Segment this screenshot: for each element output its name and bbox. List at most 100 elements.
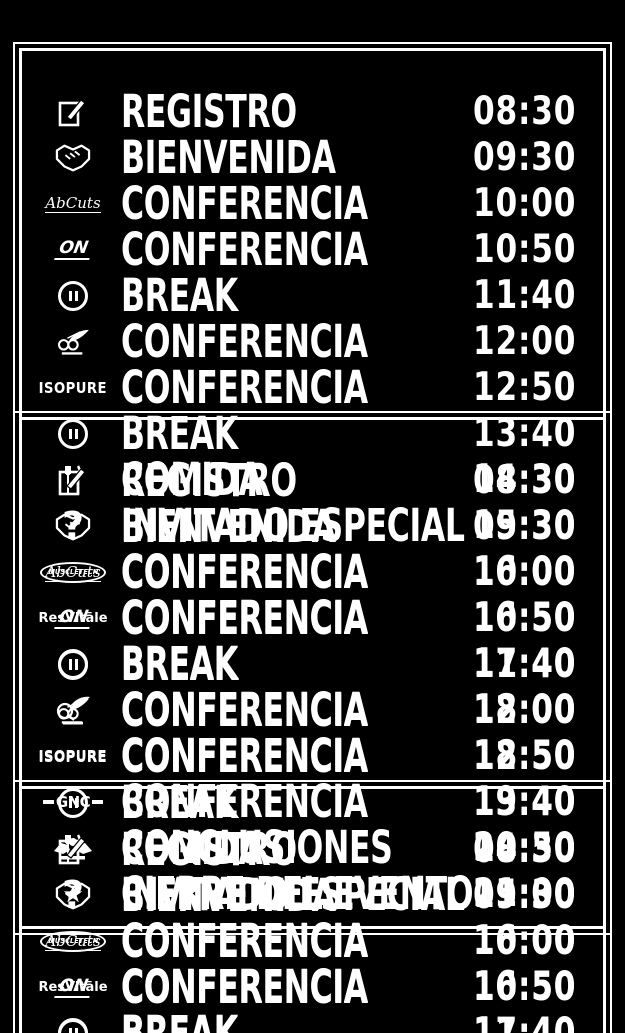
pencil-square-svg (58, 99, 86, 127)
agenda-poster-copy-3: REGISTRO 08:30 BIENVENIDA 09:30 AbCuts CONFER… (13, 780, 612, 1033)
agenda-item-time: 16:00 (473, 918, 577, 963)
agenda-item-label: BIENVENIDA (121, 869, 336, 922)
isopure-wordmark: ISOPURE (38, 747, 108, 766)
agenda-item: COMIDA (121, 826, 323, 872)
pause-circle (58, 650, 88, 680)
agenda-row: BIENVENIDA 09:30 (15, 135, 610, 181)
agenda-item: BIENVENIDA (121, 504, 428, 550)
muscletech-logo-icon: MUSCLETECH (30, 549, 116, 595)
agenda-item: BREAK (121, 273, 288, 319)
agenda-item: COMIDA (121, 457, 323, 503)
agenda-item: CONFERENCIA (121, 319, 474, 365)
agenda-item: CONFERENCIA (121, 687, 474, 733)
agenda-item-time: 18:00 (473, 687, 577, 732)
winged-emblem-svg (57, 698, 89, 724)
agenda-item-label: CONFERENCIA (121, 223, 368, 276)
isopure-logo-icon: ISOPURE (30, 734, 116, 780)
agenda-row: REGISTRO 08:30 (15, 827, 610, 873)
agenda-item-label: INVITADO ESPECIAL (121, 868, 465, 921)
agenda-row: ResVitāle CONFERENCIA 16:50 (15, 595, 610, 641)
agenda-row: ISOPURE CONFERENCIA 12:50 (15, 365, 610, 411)
agenda-item-label: CONFERENCIA (121, 315, 368, 368)
agenda-item: CONFERENCIA (121, 596, 474, 642)
agenda-item-label: COMIDA (121, 453, 263, 506)
agenda-frame (19, 786, 606, 1033)
agenda-row: BREAK 11:40 (15, 273, 610, 319)
abcuts-wordmark: AbCuts (45, 193, 101, 213)
agenda-item-label: BREAK (121, 269, 238, 322)
resvitale-logo-icon: ResVitāle (30, 964, 116, 1010)
pause-circle (58, 788, 88, 818)
muscletech-oval: MUSCLETECH (40, 930, 106, 952)
agenda-row: CONFERENCIA 18:00 (15, 687, 610, 733)
agenda-item-time: 10:50 (473, 596, 577, 641)
agenda-item-time: 16:50 (473, 595, 577, 640)
pause-icon (30, 1011, 116, 1033)
agenda-row: ISOPURE CONFERENCIA 12:50 (15, 734, 610, 780)
agenda-item: CONFERENCIA (121, 595, 474, 641)
agenda-item-label: COMIDA (121, 822, 263, 875)
pencil-square-svg (58, 468, 86, 496)
agenda-item-label: CONFERENCIA (121, 591, 368, 644)
muscletech-wordmark: MUSCLETECH (48, 567, 98, 576)
pause-circle (58, 1019, 88, 1033)
agenda-item-time: 08:30 (473, 827, 577, 872)
pause-icon (30, 273, 116, 319)
agenda-item-time: 15:30 (473, 872, 577, 917)
agenda-item-label: REGISTRO (121, 85, 297, 138)
resvitale-wordmark: ResVitāle (38, 610, 108, 626)
agenda-item-label: REGISTRO (121, 454, 297, 507)
on-wordmark: ON (53, 607, 93, 629)
agenda-row: ? INVITADO ESPECIAL 15:30 (15, 503, 610, 549)
agenda-item-label: CONFERENCIA (121, 683, 368, 736)
agenda-item-time: 08:30 (473, 89, 577, 134)
agenda-item: CONFERENCIA (121, 227, 474, 273)
abcuts-logo-icon: AbCuts (30, 919, 116, 965)
agenda-item-time: 16:00 (473, 549, 577, 594)
handshake-icon (30, 873, 116, 919)
agenda-poster-copy-2: REGISTRO 08:30 BIENVENIDA 09:30 AbCuts CONFER… (13, 411, 612, 1033)
agenda-item-label: CONFERENCIA (121, 361, 368, 414)
agenda-row: CONCLUSIONES 20:50 (15, 825, 610, 871)
agenda-item-label: CIERRE DEL EVENTO (121, 867, 474, 920)
agenda-item-label: BREAK (121, 1011, 238, 1033)
agenda-item-label: CONFERENCIA (121, 546, 368, 599)
agenda-item-time: 09:30 (473, 873, 577, 918)
on-logo-icon: ON (30, 965, 116, 1011)
agenda-row: ? INVITADO ESPECIAL 15:30 (15, 872, 610, 918)
agenda-row: ISOPURE CONFERENCIA 18:50 (15, 733, 610, 779)
agenda-item-label: BREAK (121, 637, 238, 690)
agenda-item-time: 12:00 (473, 319, 577, 364)
abcuts-wordmark: AbCuts (45, 562, 101, 582)
agenda-row: AbCuts CONFERENCIA 10:00 (15, 919, 610, 965)
agenda-row: COMIDA 14:30 (15, 457, 610, 503)
agenda-row: CONFERENCIA 12:00 (15, 319, 610, 365)
agenda-item: CONFERENCIA (121, 919, 474, 965)
agenda-item-time: 09:30 (473, 504, 577, 549)
handshake-icon (30, 504, 116, 550)
agenda-item: CONFERENCIA (121, 365, 474, 411)
agenda-row: REGISTRO 08:30 (15, 89, 610, 135)
handshake-svg (55, 513, 91, 541)
on-logo-icon: ON (30, 227, 116, 273)
pause-icon (30, 411, 116, 457)
winged-emblem-icon (30, 688, 116, 734)
agenda-item: BREAK (121, 1011, 288, 1033)
agenda-item-time: 17:40 (473, 641, 577, 686)
agenda-item: CONFERENCIA (121, 918, 474, 964)
agenda-item: CIERRE DEL EVENTO (121, 871, 624, 917)
agenda-item-time: 11:40 (473, 273, 577, 318)
agenda-item-time: 18:50 (473, 733, 577, 778)
pencil-square-icon (30, 458, 116, 504)
agenda-item-label: BIENVENIDA (121, 131, 336, 184)
agenda-row: COMIDA 14:30 (15, 826, 610, 872)
handshake-icon (30, 135, 116, 181)
agenda-row: CONFERENCIA 12:00 (15, 688, 610, 734)
on-wordmark: ON (53, 976, 93, 998)
agenda-item: INVITADO ESPECIAL (121, 503, 612, 549)
agenda-item-label: CONFERENCIA (121, 914, 368, 967)
agenda-poster-copy-1: REGISTRO 08:30 BIENVENIDA 09:30 AbCuts CONFER… (13, 42, 612, 935)
agenda-row: ON CONFERENCIA 10:50 (15, 965, 610, 1011)
agenda-item-time: 10:00 (473, 181, 577, 226)
